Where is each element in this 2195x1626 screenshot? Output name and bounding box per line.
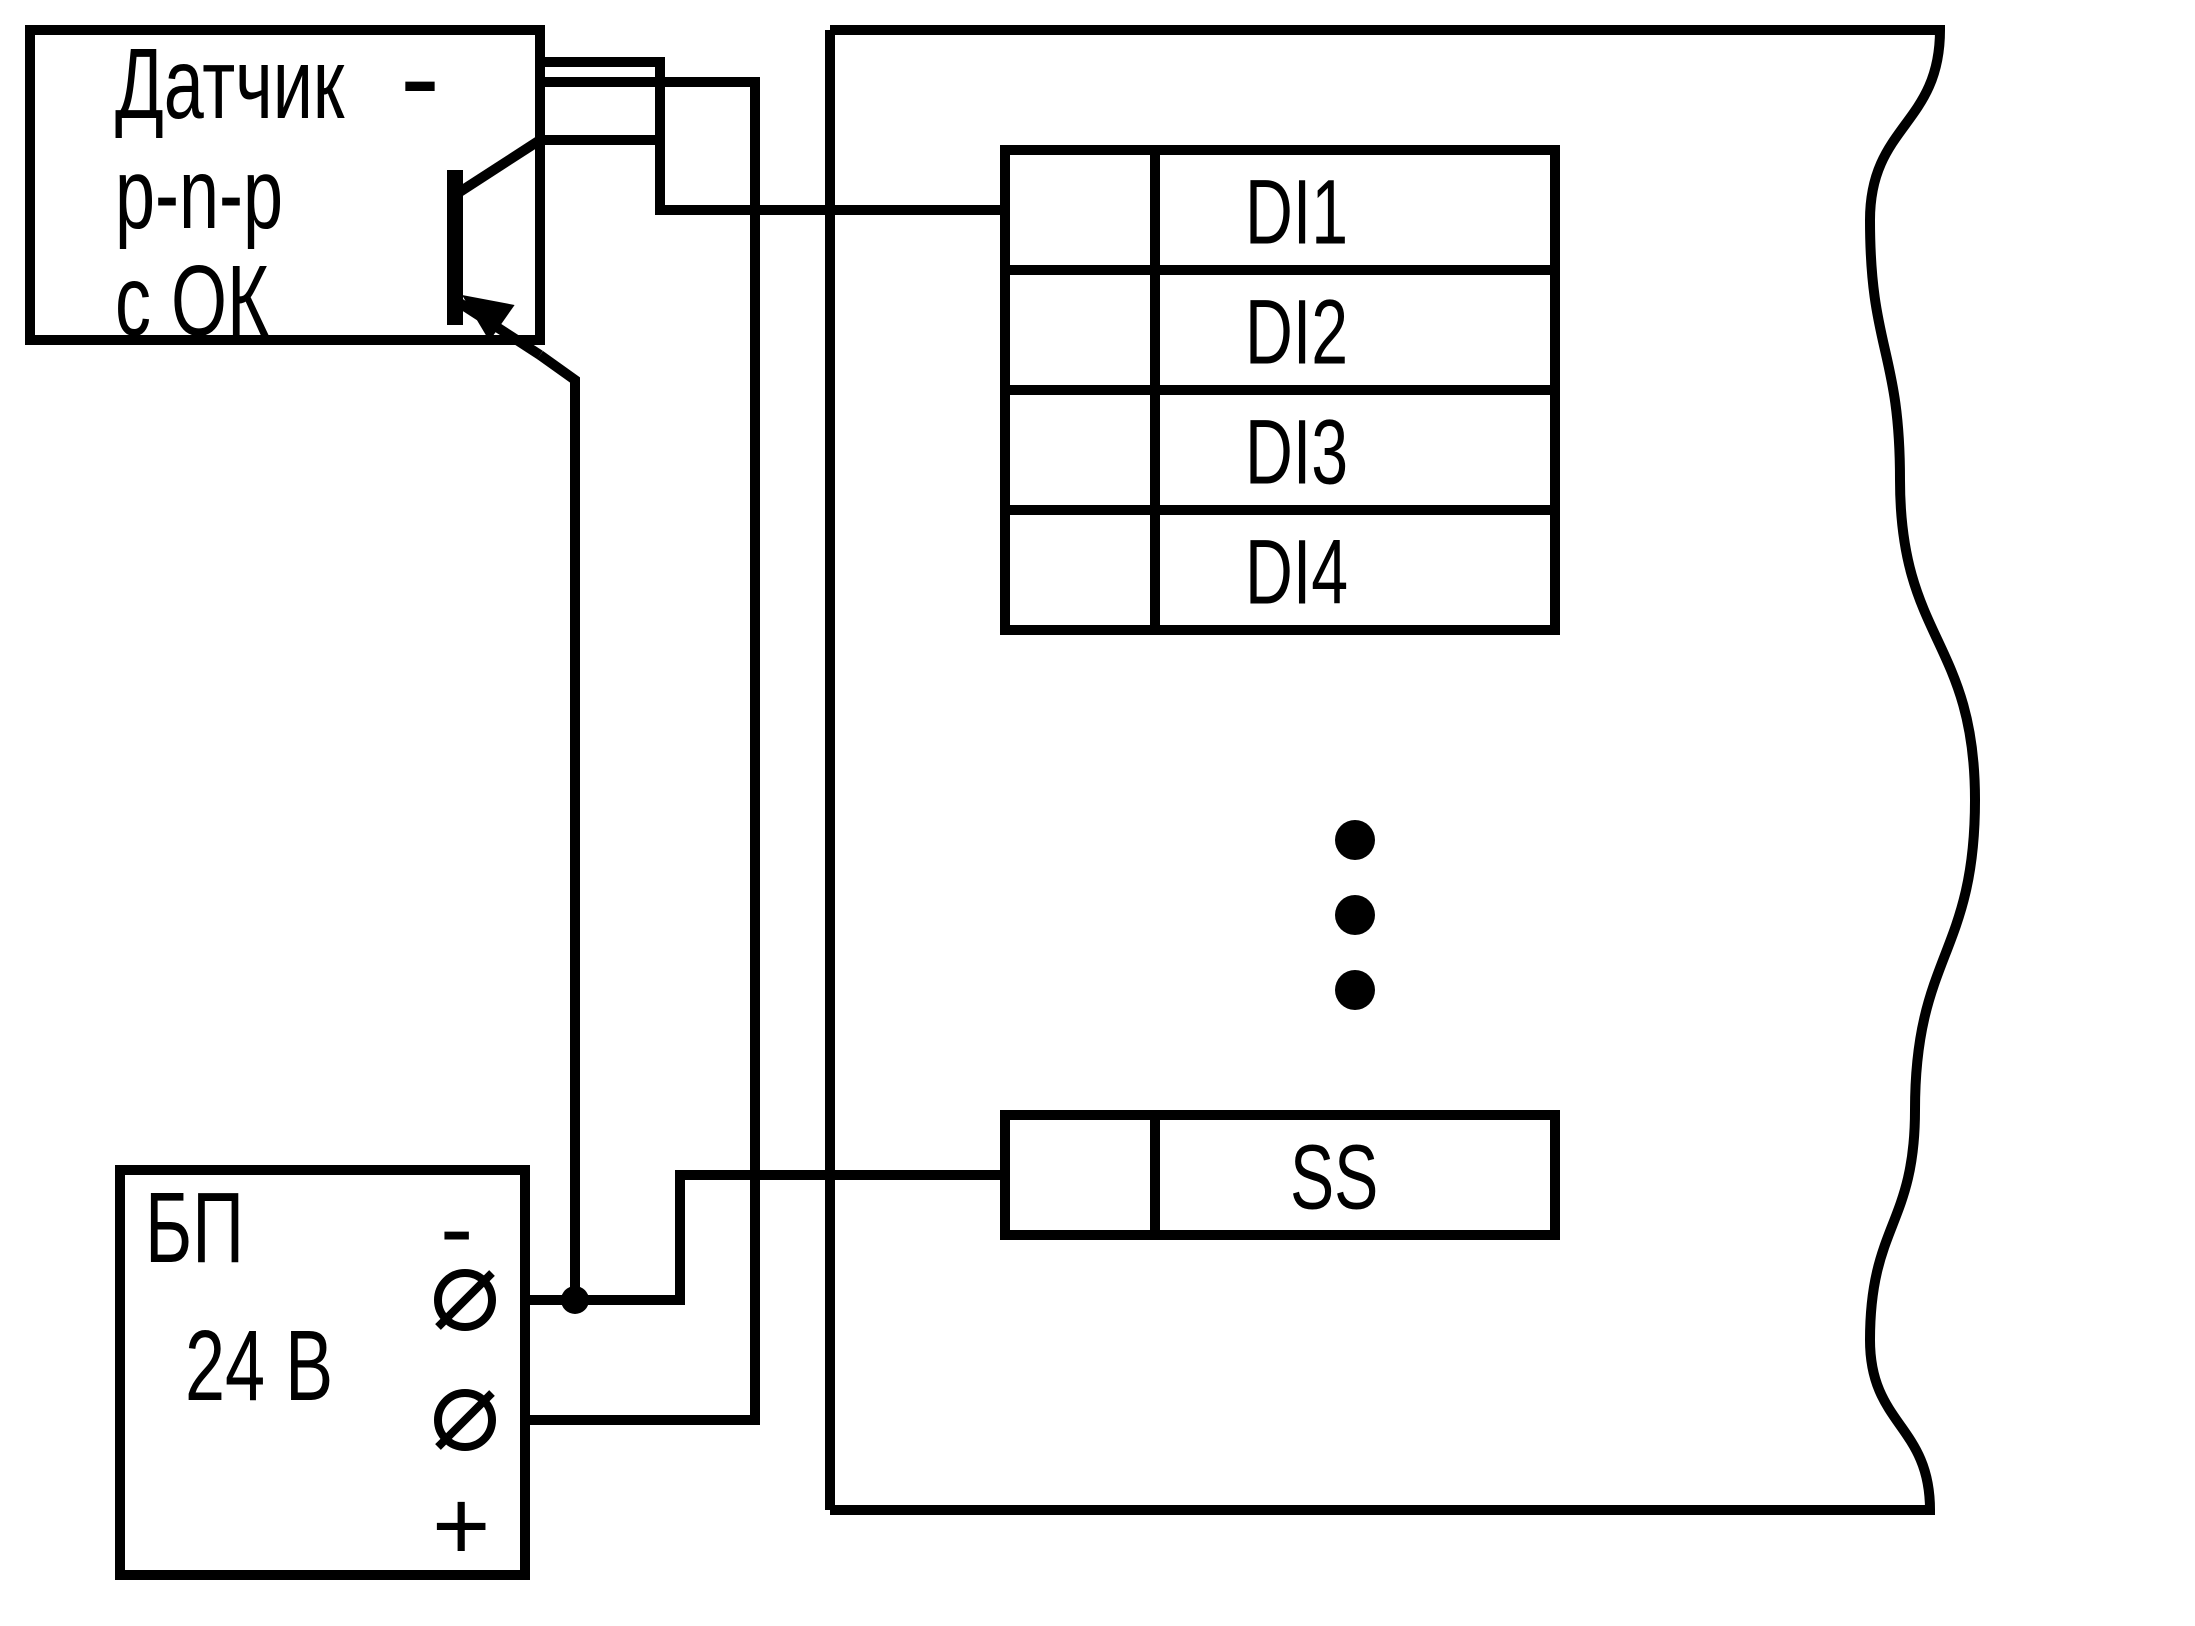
di-label-2: DI2 bbox=[1245, 280, 1348, 383]
psu-title: БП bbox=[145, 1172, 244, 1283]
ellipsis-dot bbox=[1335, 895, 1375, 935]
ss-label: SS bbox=[1290, 1125, 1378, 1228]
psu-terminal-pos: + bbox=[432, 1393, 492, 1582]
io-module: DI1 DI2 DI3 DI4 SS bbox=[830, 30, 1975, 1510]
sensor-minus-label: - bbox=[400, 10, 440, 144]
ellipsis-dot bbox=[1335, 820, 1375, 860]
psu-voltage: 24 B bbox=[185, 1310, 333, 1421]
psu-terminal-label-neg: - bbox=[440, 1172, 473, 1284]
di-label-1: DI1 bbox=[1245, 160, 1348, 263]
ellipsis-dot bbox=[1335, 970, 1375, 1010]
di-label-3: DI3 bbox=[1245, 400, 1348, 503]
power-supply-box: БП 24 B- + bbox=[120, 1170, 525, 1582]
sensor-label-line-2: с ОК bbox=[115, 245, 269, 356]
sensor-label-line-1: p-n-p bbox=[115, 138, 283, 249]
psu-terminal-label-pos: + bbox=[432, 1470, 490, 1582]
di-label-4: DI4 bbox=[1245, 520, 1348, 623]
sensor-label-line-0: Датчик bbox=[115, 28, 345, 139]
